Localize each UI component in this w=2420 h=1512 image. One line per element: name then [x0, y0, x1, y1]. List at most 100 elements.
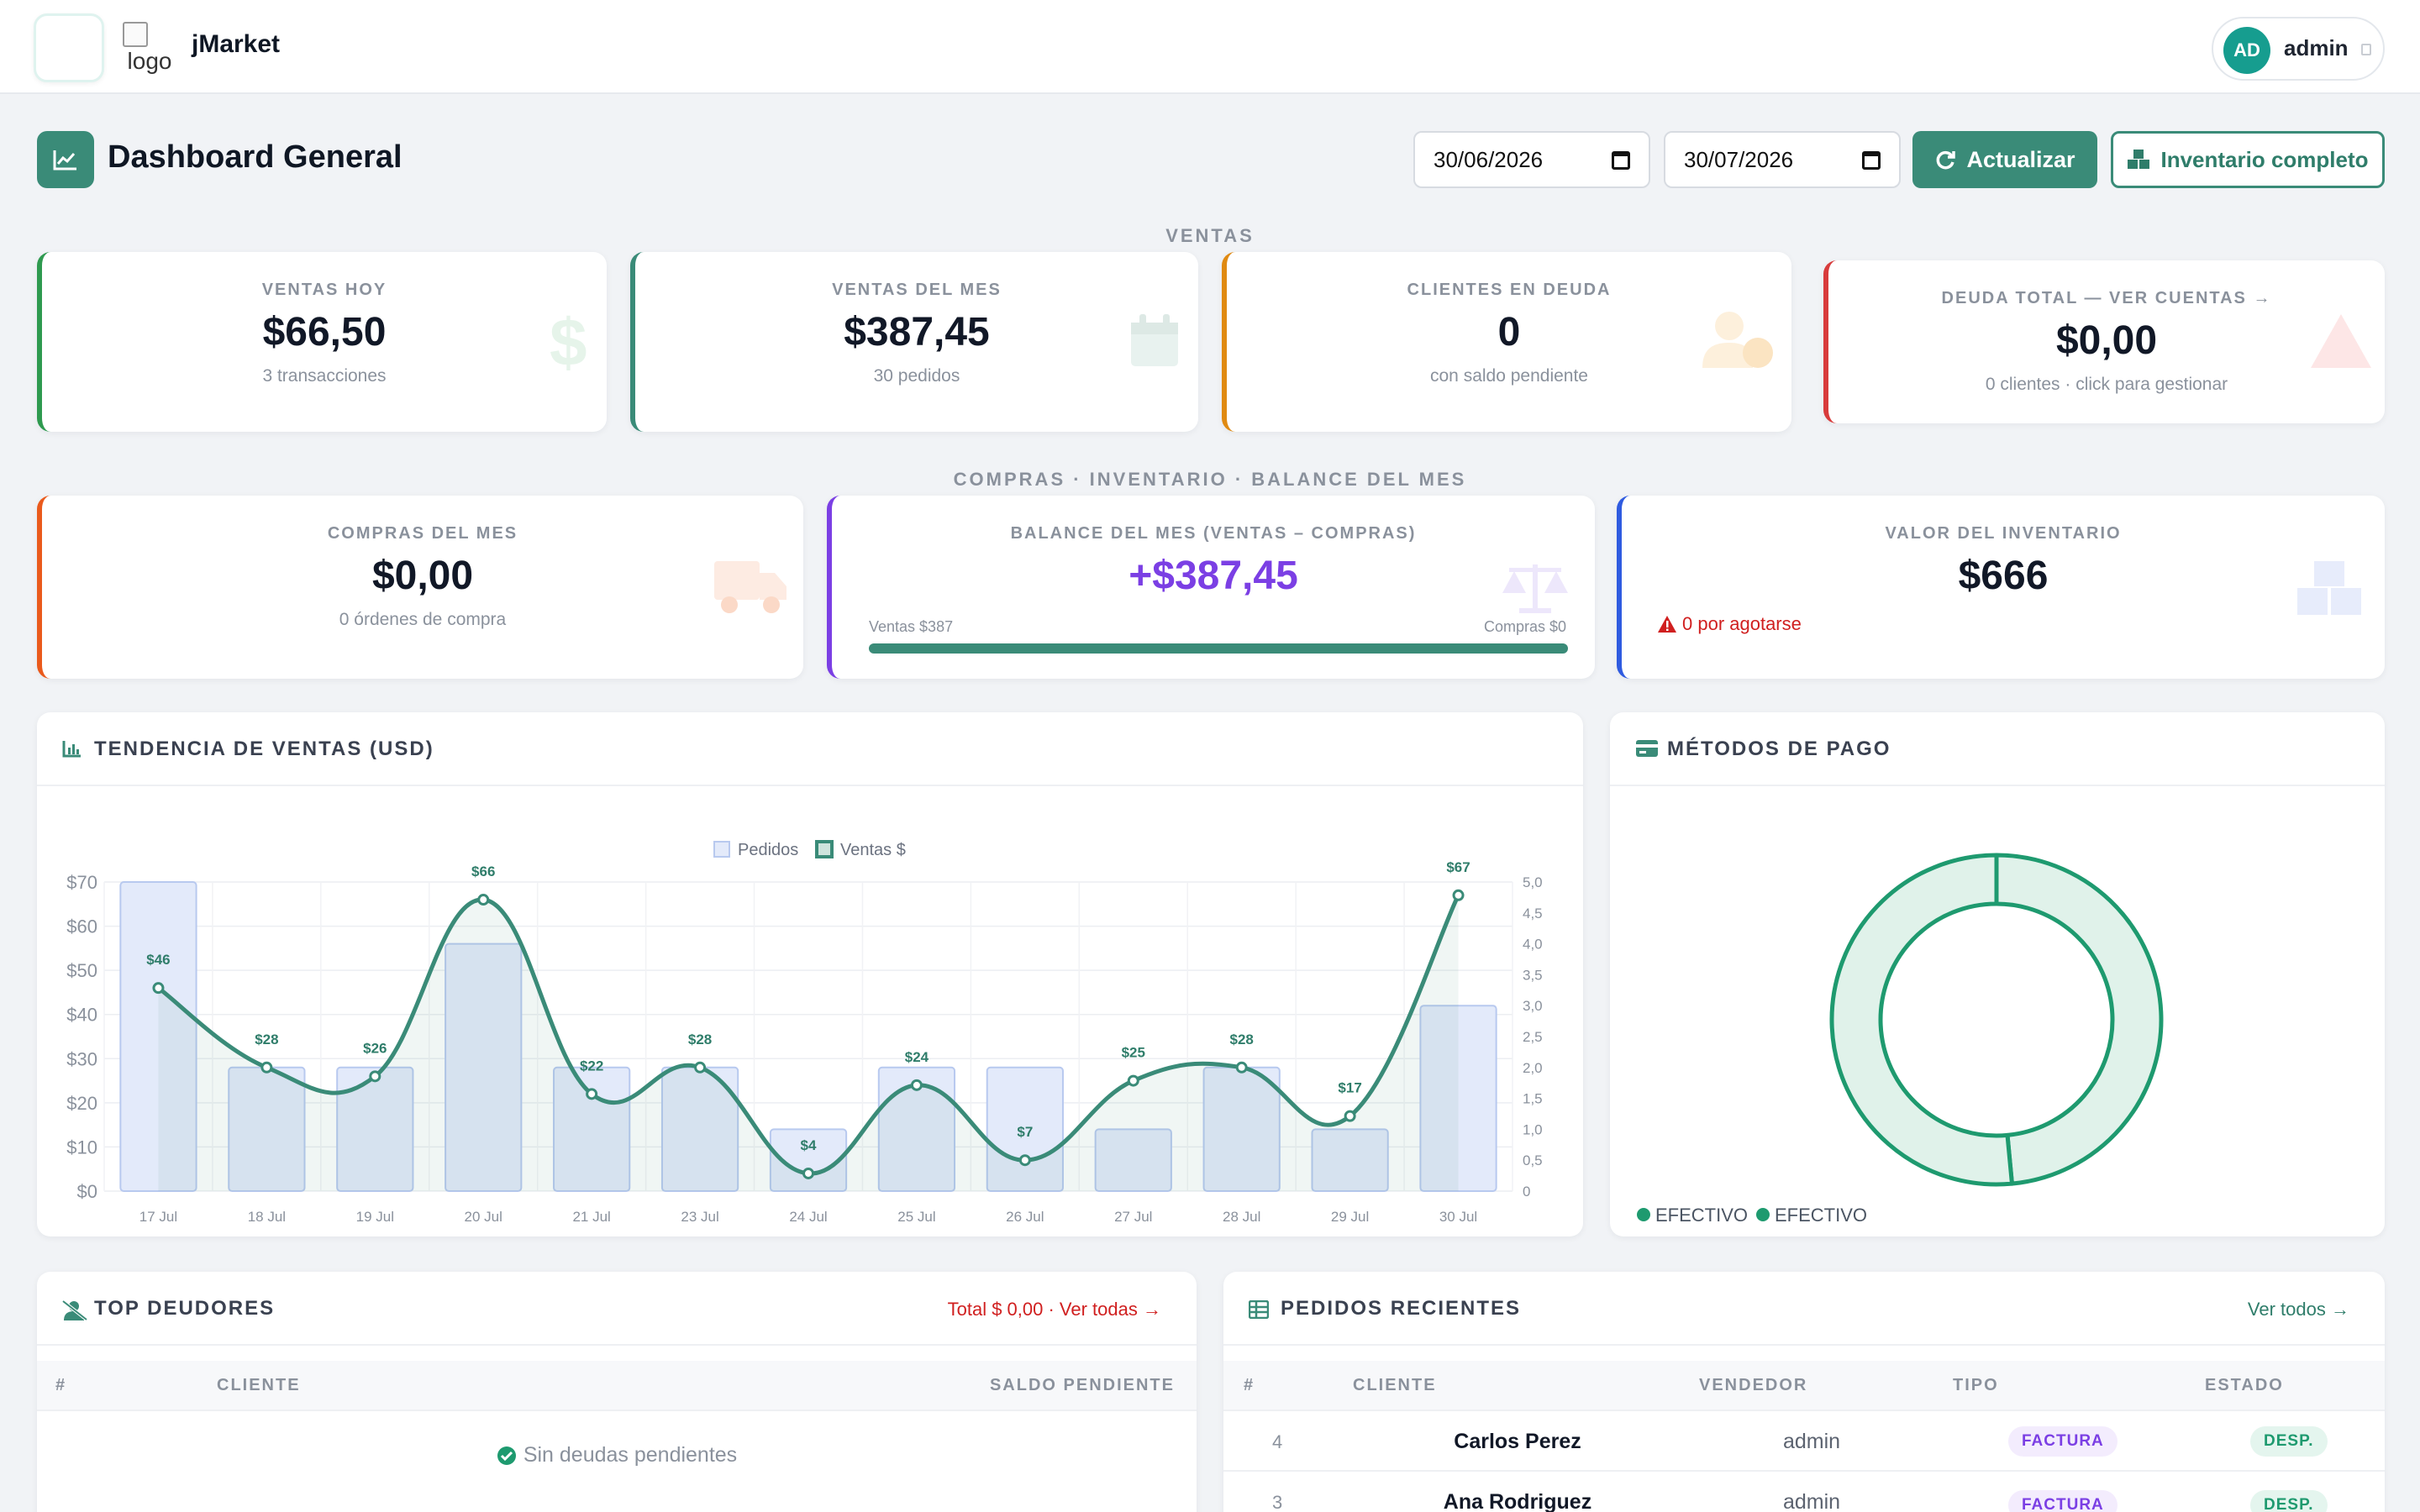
dollar-icon: $: [550, 305, 587, 380]
kpi-card-deuda-total[interactable]: DEUDA TOTAL — VER CUENTAS → $0,00 0 clie…: [1823, 260, 2385, 423]
recent-orders-panel: PEDIDOS RECIENTES Ver todos → # CLIENTE …: [1223, 1272, 2385, 1512]
y-right-tick-label: 3,0: [1523, 998, 1543, 1014]
point-ventas: [1344, 1110, 1356, 1122]
kpi-card-clientes-deuda[interactable]: CLIENTES EN DEUDA 0 con saldo pendiente: [1222, 252, 1791, 432]
legend-label: Ventas $: [840, 841, 906, 859]
y-right-tick-label: 2,5: [1523, 1029, 1543, 1045]
data-label: $4: [801, 1137, 817, 1153]
user-clock-icon: [1702, 312, 1773, 368]
app-name[interactable]: jMarket: [192, 30, 281, 58]
point-ventas: [910, 1079, 923, 1091]
data-label: $66: [471, 864, 495, 879]
legend-dot: [1756, 1208, 1770, 1221]
refresh-button[interactable]: Actualizar: [1912, 131, 2097, 188]
logo-box[interactable]: [34, 13, 104, 82]
table-header: # CLIENTE SALDO PENDIENTE: [37, 1361, 1197, 1411]
y-right-tick-label: 1,0: [1523, 1121, 1543, 1137]
point-ventas: [802, 1167, 814, 1179]
y-left-tick-label: $30: [66, 1048, 97, 1069]
y-left-tick-label: $10: [66, 1137, 97, 1158]
data-label: $25: [1122, 1045, 1145, 1061]
x-tick-label: 24 Jul: [789, 1209, 827, 1225]
status-badge: DESP.: [2250, 1426, 2328, 1457]
y-right-tick-label: 5,0: [1523, 874, 1543, 890]
legend-label: Pedidos: [738, 841, 798, 859]
truck-icon: [714, 561, 786, 613]
kpi-card-ventas-hoy[interactable]: VENTAS HOY $66,50 3 transacciones $: [37, 252, 607, 432]
x-tick-label: 23 Jul: [681, 1209, 718, 1225]
chart-line-icon: [37, 131, 94, 188]
broken-image-icon: [123, 22, 148, 47]
section-label-sales: VENTAS: [1165, 225, 1255, 246]
legend-swatch-ventas: [815, 840, 834, 858]
kpi-card-balance-mes[interactable]: BALANCE DEL MES (VENTAS – COMPRAS) +$387…: [827, 496, 1595, 679]
debtors-view-all-link[interactable]: Total $ 0,00 · Ver todas →: [947, 1299, 1161, 1320]
bar-pedidos: [986, 1066, 1064, 1192]
y-right-tick-label: 1,5: [1523, 1091, 1543, 1107]
sales-trend-chart[interactable]: $0 $10 $20 $30 $40 $50 $60 $70 0 0,5 1,0 1,5 2,0 2,5 3…: [37, 786, 1583, 1236]
y-left-tick-label: $40: [66, 1005, 97, 1026]
point-ventas: [1018, 1154, 1031, 1167]
kpi-card-ventas-mes[interactable]: VENTAS DEL MES $387,45 30 pedidos: [630, 252, 1198, 432]
warning-icon: [2311, 314, 2371, 368]
user-name: admin: [2284, 35, 2349, 60]
kpi-card-valor-inventario[interactable]: VALOR DEL INVENTARIO $666 0 por agotarse: [1617, 496, 2385, 679]
table-icon: [1249, 1300, 1269, 1319]
bar-pedidos: [1419, 1005, 1497, 1193]
x-tick-label: 29 Jul: [1331, 1209, 1369, 1225]
y-left-tick-label: $60: [66, 916, 97, 937]
top-bar: logo jMarket AD admin: [0, 0, 2420, 94]
stock-alert[interactable]: 0 por agotarse: [1657, 613, 1802, 635]
payment-methods-chart[interactable]: EFECTIVO EFECTIVO: [1610, 786, 2385, 1236]
data-label: $28: [255, 1032, 278, 1047]
orders-view-all-link[interactable]: Ver todos →: [2247, 1299, 2349, 1320]
panel-title: PEDIDOS RECIENTES: [1281, 1297, 1522, 1320]
point-ventas: [152, 982, 165, 995]
calendar-icon[interactable]: [1612, 151, 1630, 170]
point-ventas: [1452, 889, 1465, 901]
data-label: $17: [1338, 1080, 1361, 1096]
date-from-input[interactable]: 30/06/2026: [1413, 131, 1650, 188]
data-label: $46: [146, 952, 170, 968]
point-ventas: [260, 1061, 273, 1074]
balance-left-label: Ventas $387: [869, 618, 954, 635]
legend-dot: [1637, 1208, 1650, 1221]
x-tick-label: 25 Jul: [897, 1209, 935, 1225]
bar-chart-icon: [62, 741, 81, 758]
page-title: Dashboard General: [108, 139, 402, 175]
boxes-icon: [2297, 561, 2361, 615]
status-badge: DESP.: [2250, 1490, 2328, 1512]
data-label: $67: [1446, 859, 1470, 875]
data-label: $22: [580, 1058, 603, 1074]
credit-card-icon: [1636, 740, 1658, 757]
x-tick-label: 20 Jul: [465, 1209, 502, 1225]
y-right-tick-label: 0: [1523, 1184, 1530, 1200]
calendar-icon[interactable]: [1862, 151, 1881, 170]
date-to-input[interactable]: 30/07/2026: [1664, 131, 1901, 188]
x-tick-label: 28 Jul: [1223, 1209, 1260, 1225]
point-ventas: [1127, 1074, 1139, 1087]
y-left-tick-label: $0: [77, 1181, 97, 1202]
bar-pedidos: [1311, 1128, 1389, 1192]
sales-trend-panel: TENDENCIA DE VENTAS (USD) $0 $10 $20 $30 $40…: [37, 712, 1583, 1236]
bar-pedidos: [553, 1066, 631, 1192]
point-ventas: [586, 1088, 598, 1100]
balance-progress-fill: [869, 643, 1568, 654]
table-row[interactable]: 3 Ana Rodriguez admin FACTURA DESP.: [1223, 1472, 2385, 1512]
user-menu[interactable]: AD admin: [2212, 17, 2385, 81]
empty-state: Sin deudas pendientes: [37, 1443, 1197, 1467]
table-row[interactable]: 4 Carlos Perez admin FACTURA DESP.: [1223, 1411, 2385, 1472]
bar-pedidos: [445, 942, 523, 1192]
bar-pedidos: [769, 1128, 848, 1192]
kpi-card-compras-mes[interactable]: COMPRAS DEL MES $0,00 0 órdenes de compr…: [37, 496, 803, 679]
y-left-tick-label: $70: [66, 872, 97, 893]
y-left-tick-label: $20: [66, 1093, 97, 1114]
inventory-button[interactable]: Inventario completo: [2111, 131, 2385, 188]
y-left-tick-label: $50: [66, 960, 97, 981]
calendar-icon: [1131, 314, 1178, 366]
logo-image: logo: [123, 22, 176, 77]
check-circle-icon: [497, 1446, 516, 1465]
data-label: $24: [905, 1049, 929, 1065]
x-tick-label: 21 Jul: [572, 1209, 610, 1225]
data-label: $26: [363, 1040, 387, 1056]
